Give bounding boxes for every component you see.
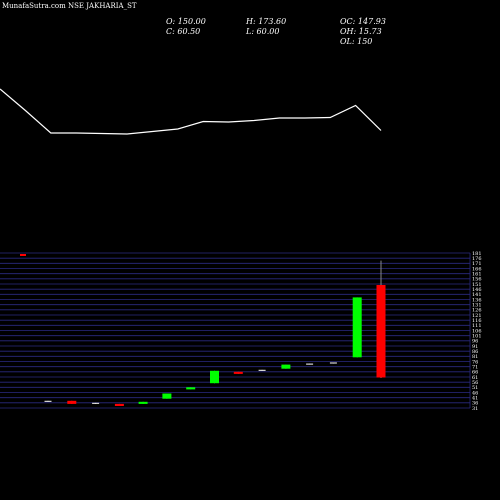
price-tick-label: 86 — [472, 349, 478, 355]
oh-readout: OH: 15.73 — [340, 27, 382, 36]
price-tick-label: 141 — [472, 292, 482, 298]
price-tick-label: 106 — [472, 328, 482, 334]
close-readout: C: 60.50 — [166, 27, 200, 36]
candle — [233, 371, 243, 374]
price-tick-label: 166 — [472, 266, 482, 272]
price-tick-label: 31 — [472, 406, 478, 412]
candle-body — [281, 364, 291, 369]
price-tick-label: 151 — [472, 282, 482, 288]
price-tick-label: 131 — [472, 303, 482, 309]
candle — [114, 403, 124, 406]
candle-body — [306, 363, 314, 365]
candle-body — [138, 401, 148, 404]
low-readout: L: 60.00 — [245, 27, 279, 36]
price-tick-label: 91 — [472, 344, 478, 350]
price-grid — [0, 252, 471, 409]
price-tick-label: 171 — [472, 261, 482, 267]
candle — [258, 369, 266, 371]
candle — [162, 393, 172, 399]
price-tick-label: 51 — [472, 385, 478, 391]
candle-body — [44, 400, 52, 402]
candle — [352, 297, 362, 358]
candle — [306, 363, 314, 365]
price-tick-label: 156 — [472, 277, 482, 283]
price-tick-label: 101 — [472, 334, 482, 340]
price-tick-label: 81 — [472, 354, 478, 360]
candle-body — [114, 403, 124, 406]
price-tick-label: 46 — [472, 390, 478, 396]
candle — [210, 370, 219, 384]
price-tick-label: 66 — [472, 370, 478, 376]
candle — [281, 364, 291, 369]
candle-body — [92, 402, 100, 404]
candle — [44, 400, 52, 402]
chart-title: MunafaSutra.com NSE JAKHARIA_ST — [2, 2, 137, 10]
candle-body — [233, 371, 243, 374]
candle-body — [329, 362, 337, 364]
oc-readout: OC: 147.93 — [340, 17, 386, 26]
price-tick-label: 116 — [472, 318, 482, 324]
candle — [138, 401, 148, 404]
price-marker — [20, 254, 26, 256]
price-tick-label: 121 — [472, 313, 482, 319]
high-readout: H: 173.60 — [245, 17, 286, 26]
line-panel — [0, 88, 382, 135]
price-tick-label: 71 — [472, 365, 478, 371]
price-tick-label: 146 — [472, 287, 482, 293]
price-tick-label: 56 — [472, 380, 478, 386]
candle — [92, 402, 100, 404]
price-axis: 1811761711661611561511461411361311261211… — [472, 251, 482, 412]
candle-body — [352, 297, 362, 358]
price-tick-label: 111 — [472, 323, 482, 329]
candle-body — [376, 285, 386, 378]
candle-body — [162, 393, 172, 399]
ol-readout: OL: 150 — [340, 37, 372, 46]
price-tick-label: 96 — [472, 339, 478, 345]
price-tick-label: 181 — [472, 251, 482, 257]
candle-body — [258, 369, 266, 371]
open-readout: O: 150.00 — [166, 17, 206, 26]
price-tick-label: 76 — [472, 359, 478, 365]
price-tick-label: 176 — [472, 256, 482, 262]
candles — [44, 260, 386, 406]
price-line — [0, 88, 382, 135]
price-tick-label: 136 — [472, 297, 482, 303]
price-tick-label: 61 — [472, 375, 478, 381]
candle — [186, 387, 196, 390]
price-tick-label: 36 — [472, 401, 478, 407]
ohlc-readout: O: 150.00 H: 173.60 OC: 147.93 C: 60.50 … — [166, 17, 386, 46]
candle-body — [67, 400, 77, 404]
price-tick-label: 161 — [472, 272, 482, 278]
price-tick-label: 41 — [472, 396, 478, 402]
candle-body — [186, 387, 196, 390]
candle — [329, 362, 337, 364]
candle — [67, 400, 77, 404]
candle — [376, 260, 386, 378]
price-tick-label: 126 — [472, 308, 482, 314]
candle-body — [210, 370, 219, 384]
